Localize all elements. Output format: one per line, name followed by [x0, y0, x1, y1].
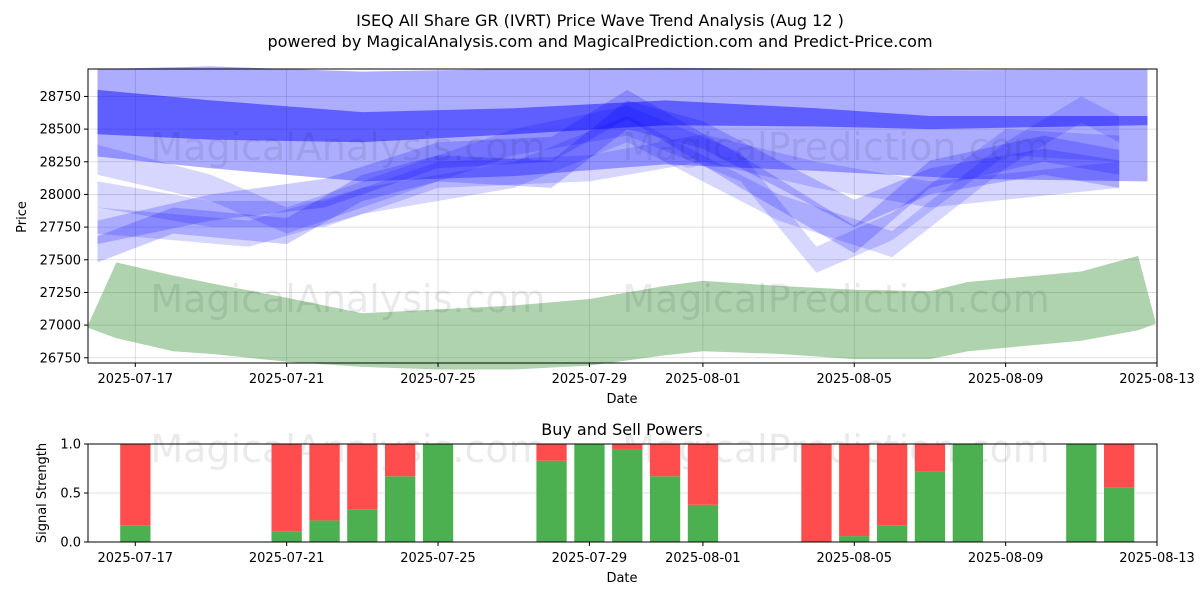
price-x-tick-label: 2025-08-01: [665, 372, 741, 387]
sell-bar: [536, 444, 567, 461]
price-bands: [88, 66, 1156, 370]
signal-x-tick-label: 2025-07-17: [98, 551, 174, 566]
price-plot-frame: [87, 68, 1158, 364]
signal-y-tick-label: 0.0: [60, 536, 81, 551]
price-x-tick-label: 2025-08-13: [1119, 372, 1195, 387]
chart-subtitle: powered by MagicalAnalysis.com and Magic…: [267, 32, 932, 51]
signal-x-ticks: 2025-07-17 2025-07-21 2025-07-25 2025-07-29…: [98, 542, 1195, 566]
price-x-tick-label: 2025-08-09: [968, 372, 1044, 387]
price-plot-area: [88, 69, 1157, 363]
chart-title: ISEQ All Share GR (IVRT) Price Wave Tren…: [356, 11, 844, 30]
sell-bar: [649, 444, 681, 477]
price-y-tick-label: 28750: [40, 90, 81, 105]
price-x-tick-label: 2025-07-17: [98, 372, 174, 387]
price-x-tick-label: 2025-07-29: [552, 372, 628, 387]
sell-bar: [839, 444, 870, 537]
buy-bar: [271, 531, 302, 542]
price-y-tick-label: 27000: [40, 319, 81, 334]
price-x-tick-label: 2025-08-05: [816, 372, 892, 387]
signal-x-tick-label: 2025-07-25: [400, 551, 476, 566]
price-x-tick-label: 2025-07-21: [249, 372, 325, 387]
buy-bar: [385, 476, 416, 542]
buy-bar: [347, 509, 378, 542]
signal-x-tick-label: 2025-08-01: [665, 551, 741, 566]
signal-x-tick-label: 2025-08-09: [968, 551, 1044, 566]
buy-bar: [536, 460, 567, 542]
sell-bar: [385, 444, 416, 477]
sell-bar: [120, 444, 151, 526]
price-y-tick-label: 27250: [40, 286, 81, 301]
price-band-wave-2: [97, 100, 1120, 263]
sell-bar: [1104, 444, 1135, 488]
price-band-lower-green: [88, 255, 1156, 370]
buy-bar: [649, 476, 681, 542]
buy-bar: [877, 525, 908, 542]
signal-x-tick-label: 2025-08-05: [816, 551, 892, 566]
signal-panel: Buy and Sell Powers MagicalAnalysis.com …: [35, 420, 1195, 586]
signal-x-tick-label: 2025-08-13: [1119, 551, 1195, 566]
price-band-wide: [97, 66, 1148, 182]
price-y-tick-label: 28500: [40, 123, 81, 138]
sell-bar: [687, 444, 719, 505]
signal-y-axis-label: Signal Strength: [35, 443, 50, 543]
price-x-axis-label: Date: [606, 392, 637, 407]
buy-bar: [120, 525, 151, 542]
signal-y-ticks: 0.0 0.5 1.0: [60, 438, 88, 551]
signal-y-tick-label: 0.5: [60, 487, 81, 502]
signal-panel-title: Buy and Sell Powers: [541, 420, 703, 439]
sell-bar: [801, 444, 832, 542]
price-y-tick-label: 27750: [40, 221, 81, 236]
buy-bar: [309, 520, 340, 542]
price-band-main-trend: [97, 89, 1148, 143]
price-band-wave-3: [97, 105, 1120, 273]
signal-bars: [120, 444, 1135, 542]
price-y-tick-label: 28250: [40, 155, 81, 170]
signal-y-tick-label: 1.0: [60, 438, 81, 453]
buy-bar: [422, 444, 454, 542]
price-y-tick-label: 28000: [40, 188, 81, 203]
buy-bar: [839, 536, 870, 542]
price-x-ticks: 2025-07-17 2025-07-21 2025-07-25 2025-07-29…: [98, 363, 1195, 387]
watermark-left: MagicalAnalysis.com: [150, 125, 545, 169]
sell-bar: [347, 444, 378, 510]
buy-bar: [612, 449, 643, 542]
sell-bar: [914, 444, 946, 472]
price-band-wave-5: [97, 96, 1120, 258]
price-y-ticks: 26750 27000 27250 27500 27750 28000 28250 28500…: [40, 90, 88, 366]
sell-bar: [612, 444, 643, 450]
signal-watermark-right: MagicalPrediction.com: [622, 427, 1050, 471]
sell-bar: [309, 444, 340, 521]
sell-bar: [271, 444, 302, 532]
price-band-wave-4: [97, 134, 1120, 228]
watermark-right: MagicalPrediction.com: [622, 125, 1050, 169]
price-y-tick-label: 26750: [40, 351, 81, 366]
buy-bar: [1104, 487, 1135, 542]
price-panel: MagicalAnalysis.com MagicalPrediction.co…: [15, 66, 1195, 407]
buy-bar: [687, 504, 719, 542]
price-y-axis-label: Price: [15, 201, 30, 233]
buy-bar: [952, 444, 983, 542]
watermark-left-2: MagicalAnalysis.com: [150, 277, 545, 321]
buy-bar: [1066, 444, 1097, 542]
buy-bar: [574, 444, 605, 542]
signal-x-tick-label: 2025-07-29: [552, 551, 628, 566]
watermark-right-2: MagicalPrediction.com: [622, 277, 1050, 321]
price-y-tick-label: 27500: [40, 253, 81, 268]
signal-x-tick-label: 2025-07-21: [249, 551, 325, 566]
price-x-tick-label: 2025-07-25: [400, 372, 476, 387]
price-band-wave-1: [97, 89, 1120, 254]
price-grid: [88, 69, 1158, 363]
signal-x-axis-label: Date: [606, 571, 637, 586]
buy-bar: [914, 471, 946, 542]
sell-bar: [877, 444, 908, 526]
